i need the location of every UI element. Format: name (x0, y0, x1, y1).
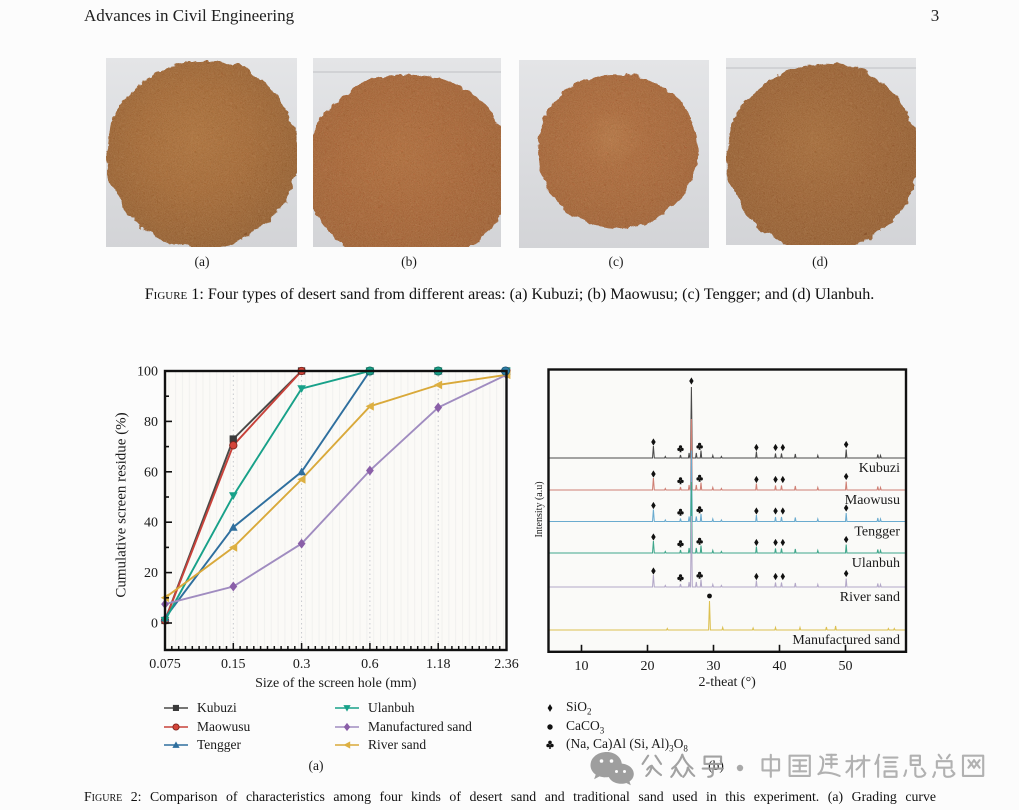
svg-text:Kubuzi: Kubuzi (859, 461, 900, 476)
svg-text:0.075: 0.075 (149, 657, 181, 672)
svg-text:Ulanbuh: Ulanbuh (852, 556, 900, 571)
svg-text:2.36: 2.36 (494, 657, 519, 672)
svg-text:40: 40 (144, 516, 158, 531)
svg-text:2-theat (°): 2-theat (°) (699, 675, 757, 690)
svg-text:0: 0 (151, 617, 158, 632)
svg-text:30: 30 (707, 659, 721, 674)
svg-text:1.18: 1.18 (426, 657, 451, 672)
svg-text:0.15: 0.15 (221, 657, 246, 672)
svg-text:80: 80 (144, 415, 158, 430)
svg-text:40: 40 (773, 659, 787, 674)
svg-text:0.6: 0.6 (361, 657, 379, 672)
svg-text:Manufactured sand: Manufactured sand (792, 633, 900, 648)
svg-text:20: 20 (144, 566, 158, 581)
svg-text:100: 100 (137, 365, 158, 380)
svg-text:60: 60 (144, 465, 158, 480)
svg-text:0.3: 0.3 (293, 657, 311, 672)
svg-text:20: 20 (641, 659, 655, 674)
svg-text:Cumulative screen residue (%): Cumulative screen residue (%) (114, 412, 130, 597)
svg-text:Size of the screen hole (mm): Size of the screen hole (mm) (255, 676, 417, 690)
svg-text:Tengger: Tengger (854, 525, 900, 540)
svg-text:Maowusu: Maowusu (845, 493, 900, 508)
svg-text:River sand: River sand (840, 590, 900, 605)
svg-text:10: 10 (575, 659, 589, 674)
svg-text:50: 50 (839, 659, 853, 674)
svg-text:Intensity (a.u): Intensity (a.u) (534, 481, 545, 537)
